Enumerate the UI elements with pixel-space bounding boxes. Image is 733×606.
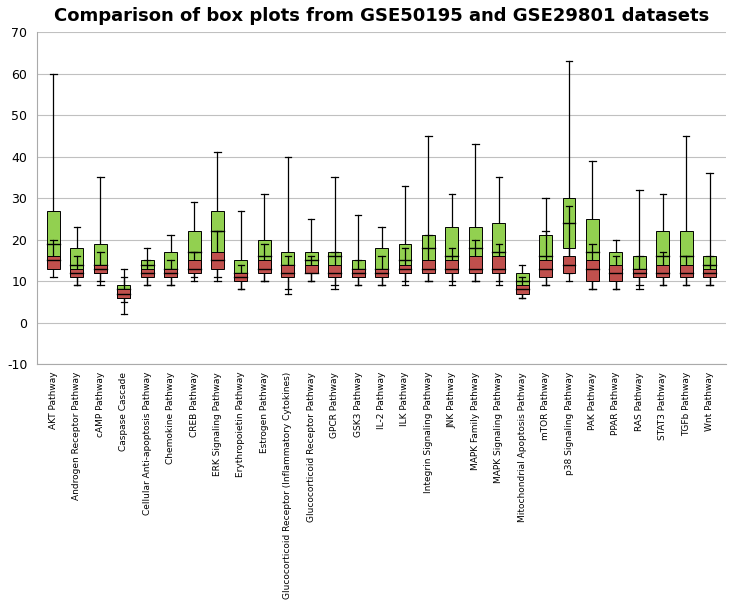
Bar (422, 236, 435, 268)
Bar (352, 268, 364, 277)
Bar (94, 265, 107, 273)
Bar (141, 268, 154, 277)
Bar (47, 210, 60, 261)
Bar (516, 285, 528, 293)
Bar (586, 219, 599, 277)
Bar (70, 268, 84, 277)
Bar (656, 265, 669, 277)
Bar (281, 265, 294, 277)
Bar (352, 261, 364, 277)
Bar (563, 256, 575, 273)
Bar (609, 265, 622, 281)
Bar (211, 210, 224, 261)
Bar (446, 261, 458, 273)
Bar (633, 268, 646, 277)
Bar (211, 252, 224, 268)
Bar (94, 244, 107, 273)
Bar (305, 252, 317, 268)
Bar (586, 261, 599, 281)
Bar (563, 198, 575, 248)
Bar (164, 252, 177, 277)
Bar (516, 273, 528, 290)
Bar (609, 252, 622, 277)
Bar (235, 261, 247, 277)
Bar (539, 261, 552, 277)
Title: Comparison of box plots from GSE50195 and GSE29801 datasets: Comparison of box plots from GSE50195 an… (54, 7, 709, 25)
Bar (164, 268, 177, 277)
Bar (399, 244, 411, 273)
Bar (305, 265, 317, 273)
Bar (188, 261, 201, 273)
Bar (539, 236, 552, 268)
Bar (446, 227, 458, 268)
Bar (375, 268, 388, 277)
Bar (493, 223, 505, 268)
Bar (117, 285, 130, 298)
Bar (281, 252, 294, 273)
Bar (656, 231, 669, 273)
Bar (399, 265, 411, 273)
Bar (422, 261, 435, 273)
Bar (70, 248, 84, 273)
Bar (235, 273, 247, 281)
Bar (703, 268, 716, 277)
Bar (117, 290, 130, 298)
Bar (328, 252, 341, 273)
Bar (469, 227, 482, 265)
Bar (141, 261, 154, 273)
Bar (703, 256, 716, 273)
Bar (469, 256, 482, 273)
Bar (258, 261, 270, 273)
Bar (375, 248, 388, 273)
Bar (633, 256, 646, 277)
Bar (679, 265, 693, 277)
Bar (328, 265, 341, 277)
Bar (258, 239, 270, 268)
Bar (47, 256, 60, 268)
Bar (493, 256, 505, 273)
Bar (679, 231, 693, 273)
Bar (188, 231, 201, 268)
